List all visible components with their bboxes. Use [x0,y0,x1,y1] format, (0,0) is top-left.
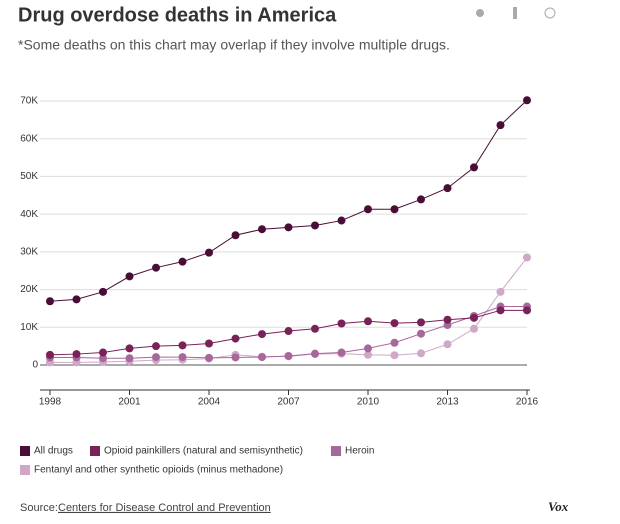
data-point [178,257,187,266]
data-point [258,330,266,339]
y-tick-label: 0 [32,360,38,371]
series-line [49,99,528,302]
data-point [364,205,372,214]
source-label: Source: [20,502,58,514]
legend-label: Fentanyl and other synthetic opioids (mi… [34,465,283,476]
y-tick-label: 60K [20,133,38,144]
y-tick-label: 40K [20,209,38,220]
legend-label: Opioid painkillers (natural and semisynt… [104,446,303,457]
x-tick-label: 2001 [118,397,141,408]
data-point [72,350,81,359]
data-point [417,329,425,338]
y-tick-label: 70K [20,96,38,107]
y-tick-label: 30K [20,246,38,257]
y-tick-label: 50K [20,171,38,182]
data-point [178,341,187,350]
data-point [364,350,372,359]
legend-swatch [90,446,100,456]
data-point [99,354,107,363]
data-point [258,225,266,234]
data-point [417,349,425,358]
data-point [205,339,213,348]
x-tick-label: 2016 [516,397,539,408]
legend-label: Heroin [345,446,374,457]
chart-subtitle: *Some deaths on this chart may overlap i… [18,37,450,53]
data-point [443,315,452,324]
data-point [470,324,478,333]
data-point [390,338,399,347]
data-point [99,287,107,296]
data-point [523,306,531,315]
data-point [152,263,160,272]
data-point [390,205,399,214]
data-point [337,216,346,225]
legend-swatch [20,465,30,475]
data-point [311,324,319,333]
data-point [496,121,505,130]
data-point [231,353,240,362]
data-point [443,184,452,193]
twitter-icon[interactable] [476,9,484,17]
pinterest-icon[interactable] [544,7,556,19]
chart-title: Drug overdose deaths in America [18,4,337,26]
data-point [258,353,266,362]
data-point [470,313,478,322]
data-point [364,344,372,353]
data-point [46,350,54,359]
data-point [417,318,425,327]
y-tick-label: 10K [20,322,38,333]
data-point [390,319,399,328]
share-icons[interactable] [476,7,556,19]
data-point [390,351,399,360]
legend-label: All drugs [34,446,73,457]
x-tick-label: 2013 [436,397,459,408]
data-point [364,317,372,326]
data-point [125,354,134,363]
data-point [496,306,505,315]
legend-swatch [20,446,30,456]
data-point [178,353,187,362]
data-point [46,297,54,306]
x-tick-label: 2010 [357,397,380,408]
data-point [496,287,505,296]
data-point [523,253,531,262]
brand-logo: Vox [548,499,569,514]
x-tick-label: 1998 [39,397,62,408]
data-point [311,349,319,358]
data-point [284,223,293,232]
data-point [205,353,213,362]
source-link[interactable]: Centers for Disease Control and Preventi… [58,502,271,514]
data-point [125,272,134,281]
legend-swatch [331,446,341,456]
series-line [50,257,528,363]
data-point [152,353,160,362]
facebook-icon[interactable] [513,7,517,19]
data-point [231,231,240,240]
data-point [72,295,81,304]
data-point [205,248,213,257]
data-point [337,319,346,328]
data-point [443,340,452,349]
data-point [99,348,107,357]
data-point [284,351,293,360]
data-point [284,327,293,336]
y-tick-label: 20K [20,284,38,295]
data-point [337,348,346,357]
data-point [523,96,531,105]
data-point [470,163,478,172]
data-point [231,334,240,343]
data-point [125,344,134,353]
data-point [417,195,425,204]
data-point [311,221,319,230]
x-tick-label: 2004 [198,397,221,408]
x-tick-label: 2007 [277,397,300,408]
data-point [152,342,160,351]
